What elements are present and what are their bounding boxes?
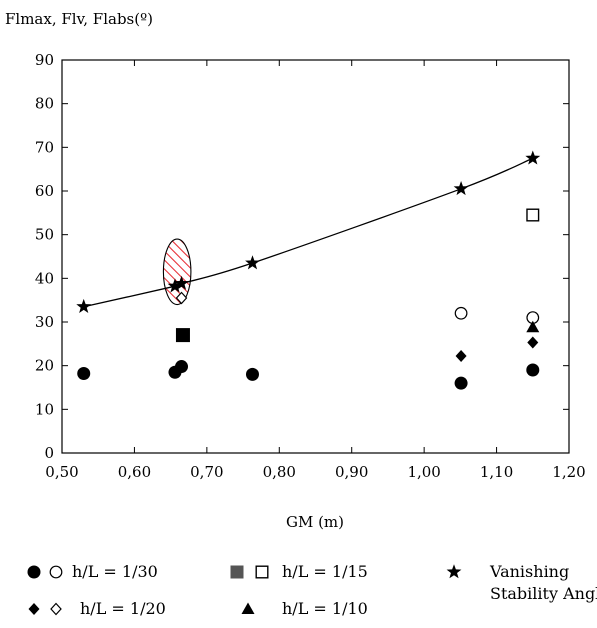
x-axis-title: GM (m) [286,513,344,531]
hatch-line [163,239,191,305]
vanishing-stability-curve [83,157,534,308]
legend-label: Vanishing [489,562,569,581]
y-tick-label: 0 [44,444,54,462]
legend-marker-filled-diamond [28,603,40,615]
data-point-filled-diamond [455,350,467,363]
data-point-open-diamond [175,291,188,305]
hatch-line [163,239,191,289]
x-tick-label: 0,70 [190,463,223,481]
legend-marker-open-square [255,565,269,579]
hatch-line [163,239,191,305]
hatch-line [163,239,191,253]
data-point-open-circle [454,306,468,320]
hatch-line [163,239,191,262]
data-point-star [167,278,183,293]
legend: h/L = 1/30 h/L = 1/15 Vanishing Stability A… [27,562,597,618]
data-point-filled-square [175,328,190,343]
x-tick-label: 0,60 [118,463,151,481]
data-point-filled-circle [454,376,468,390]
y-tick-label: 40 [35,269,54,287]
legend-label: h/L = 1/20 [80,599,166,618]
y-tick-label: 60 [35,182,54,200]
data-point-filled-diamond [527,336,539,349]
hatch-line [163,284,191,305]
data-point-filled-circle [77,367,91,381]
legend-label: h/L = 1/10 [282,599,368,618]
y-tick-label: 50 [35,226,54,244]
hatch-line [163,239,191,305]
y-tick-label: 90 [35,51,54,69]
hatch-line [163,248,191,305]
legend-label-line2: Stability Angle [490,584,597,603]
x-tick-label: 0,50 [45,463,78,481]
plot-area-frame [61,59,570,454]
hatch-line [163,239,191,271]
y-tick-label: 80 [35,95,54,113]
legend-label: h/L = 1/30 [72,562,158,581]
data-markers [76,150,541,390]
data-point-star [245,255,260,270]
data-point-filled-triangle [526,320,540,333]
legend-label: h/L = 1/15 [282,562,368,581]
x-tick-label: 1,20 [552,463,585,481]
data-point-star [76,298,92,314]
hatch-line [163,257,191,305]
data-point-filled-circle [245,367,259,381]
x-axis: 0,50 0,60 0,70 0,80 0,90 1,00 1,10 1,20 [45,60,586,481]
y-axis: 0 10 20 30 40 50 60 70 80 90 [35,51,569,462]
data-point-star [174,275,189,290]
y-tick-label: 20 [35,357,54,375]
hatch-line [163,239,191,280]
data-point-star [453,181,469,196]
x-tick-label: 0,80 [263,463,296,481]
data-point-filled-circle [526,363,540,377]
x-tick-label: 0,90 [335,463,368,481]
legend-marker-filled-triangle [241,602,255,614]
y-tick-label: 70 [35,138,54,156]
legend-marker-star [446,564,462,579]
legend-marker-open-circle [49,565,63,579]
highlight-ellipse [162,238,192,306]
y-axis-title: Flmax, Flv, Flabs(º) [5,10,153,28]
y-tick-label: 10 [35,400,54,418]
hatch-line [163,239,191,298]
legend-marker-filled-circle [27,565,41,579]
hatch-line [163,239,191,305]
hatch-line [163,239,191,305]
y-tick-label: 30 [35,313,54,331]
data-point-star [525,150,541,165]
legend-marker-open-diamond [50,602,62,616]
legend-marker-filled-square-gray [230,565,244,579]
x-tick-label: 1,10 [480,463,513,481]
data-point-open-square [526,208,540,222]
x-tick-label: 1,00 [407,463,440,481]
data-point-filled-circle [175,360,189,374]
